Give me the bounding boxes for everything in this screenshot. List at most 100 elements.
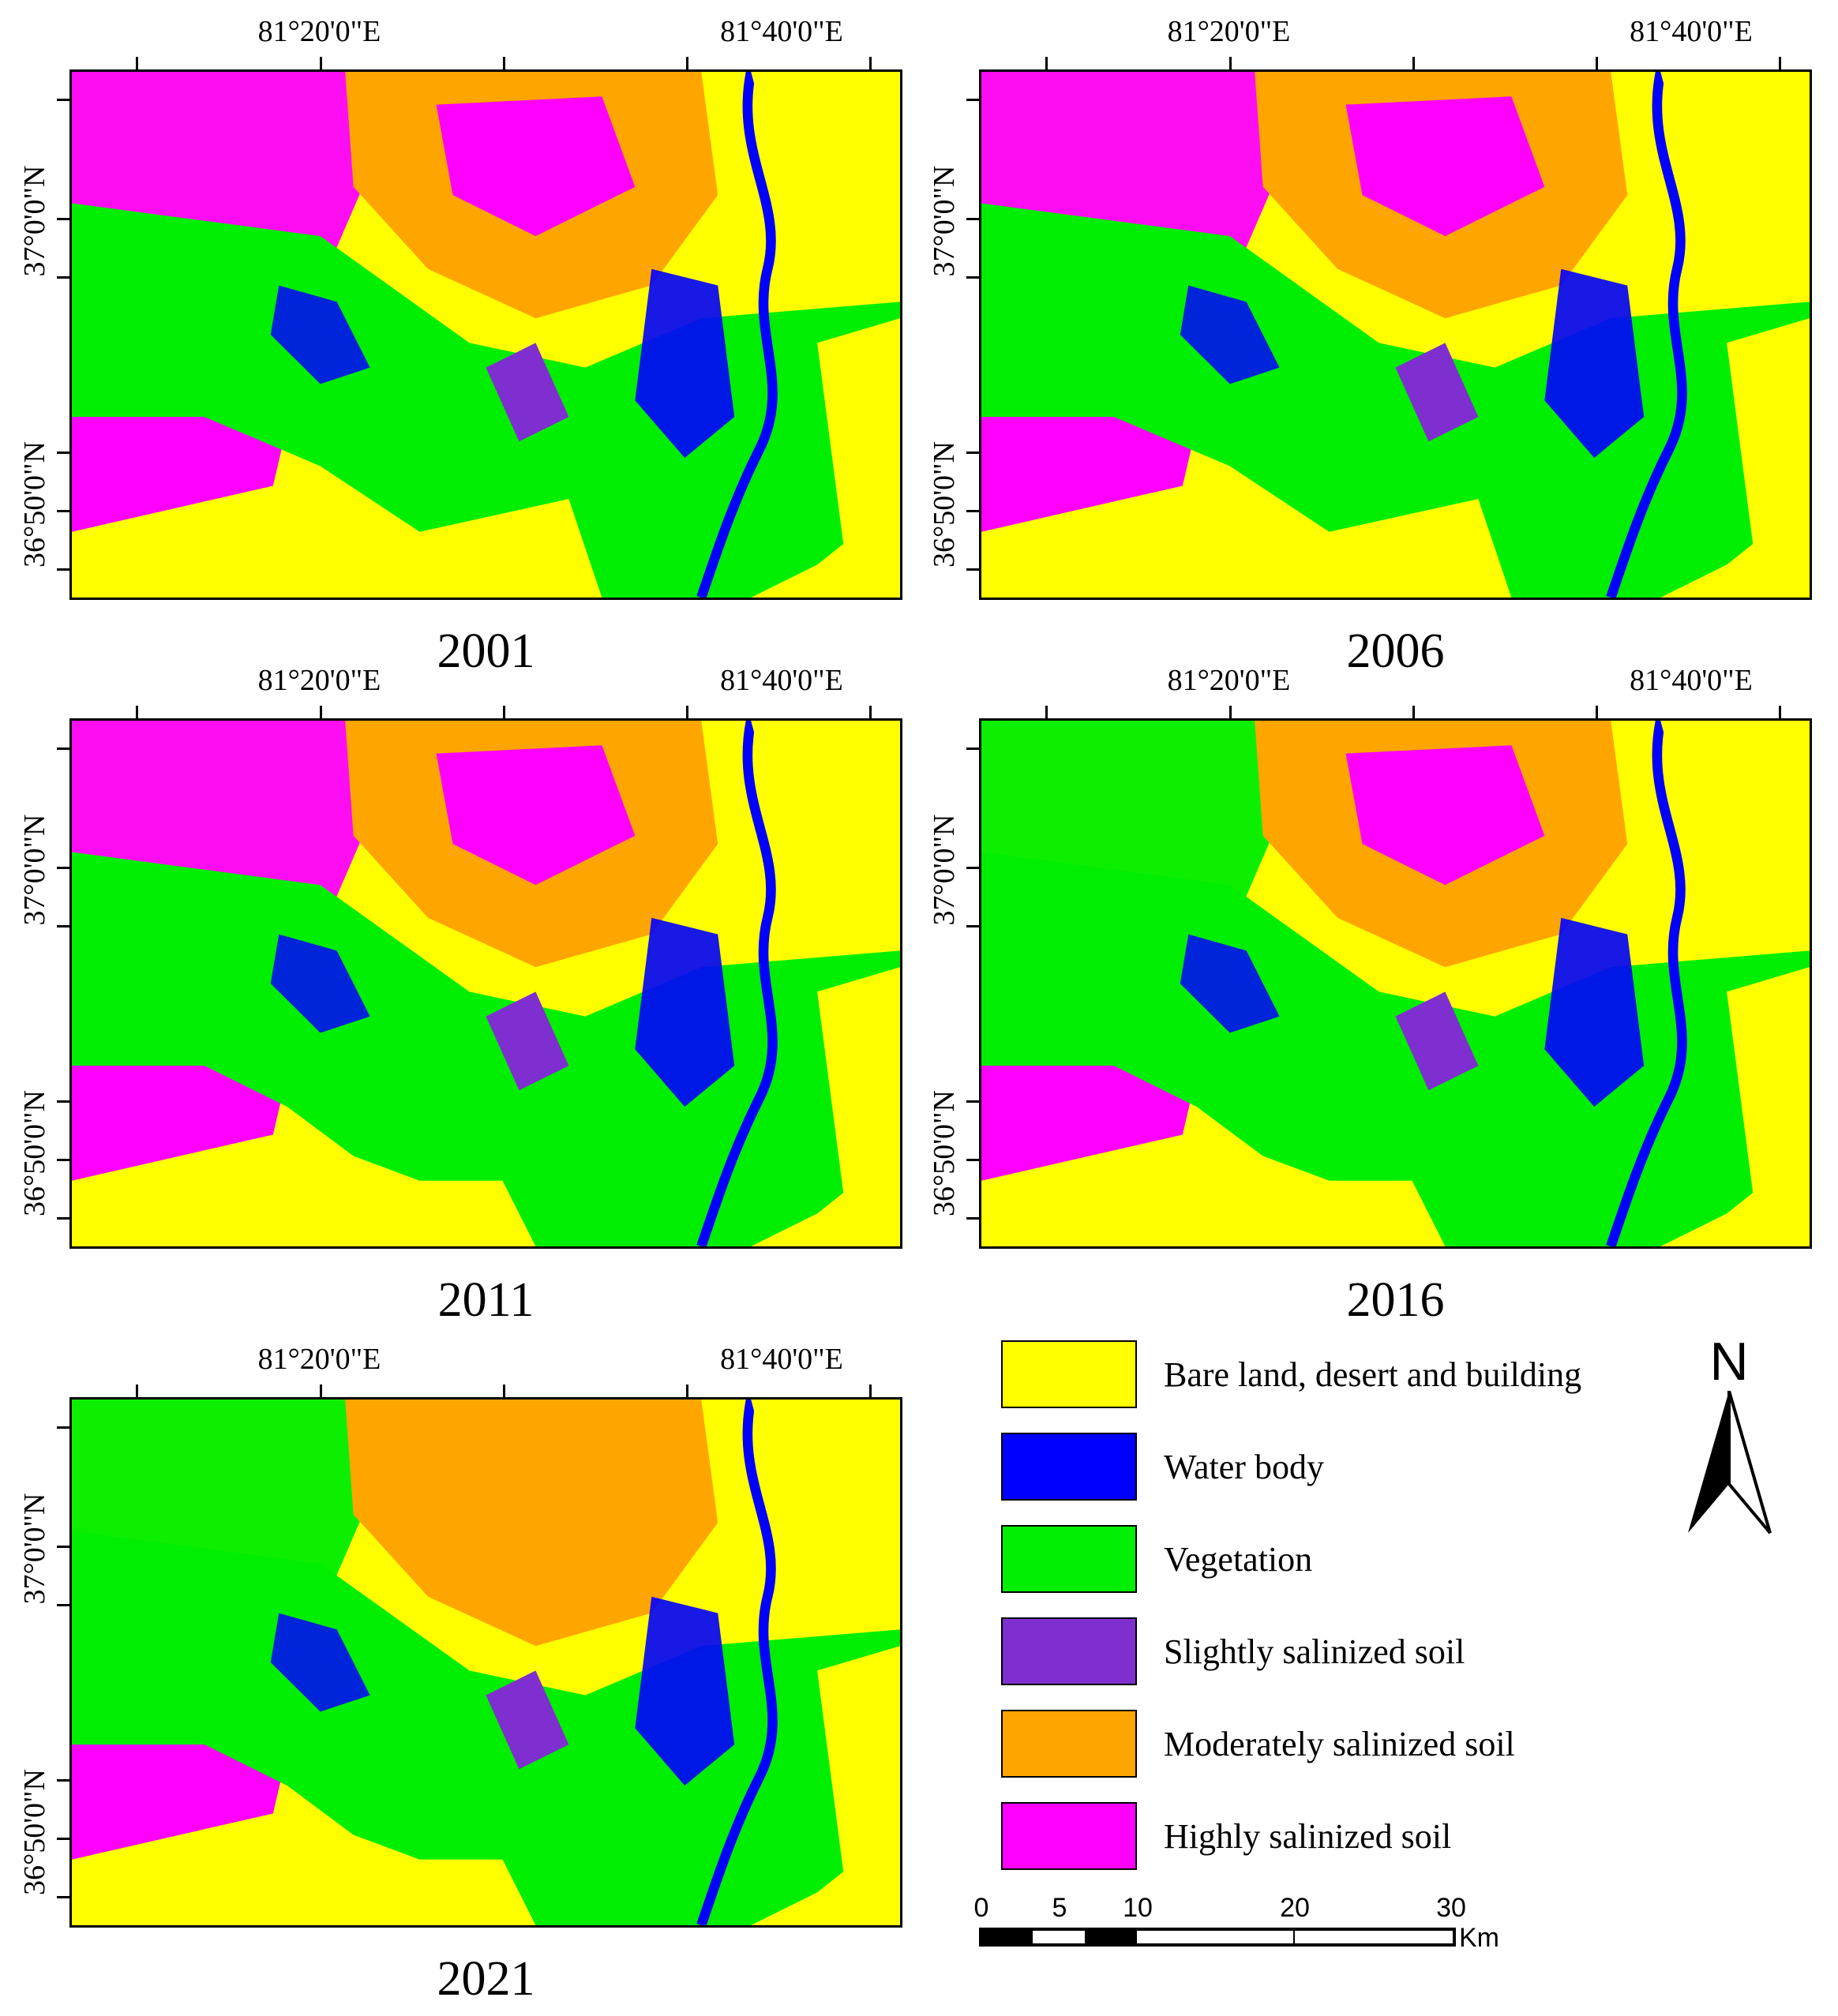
- year-label: 2001: [437, 624, 535, 678]
- lat-tick: [966, 867, 979, 870]
- lon-tick: [1228, 706, 1232, 718]
- lon-tick: [319, 1385, 322, 1397]
- lon-tick: [1045, 706, 1048, 718]
- lat-tick: [57, 747, 69, 750]
- lat-tick: [966, 451, 979, 454]
- lon-tick: [319, 57, 322, 69]
- north-arrow: N: [1682, 1334, 1776, 1539]
- lat-label: 36°50'0"N: [18, 441, 51, 568]
- legend-swatch: [1001, 1710, 1137, 1778]
- lat-tick: [966, 1216, 979, 1220]
- lat-label: 37°0'0"N: [18, 1493, 51, 1605]
- lat-label: 36°50'0"N: [928, 1090, 961, 1217]
- year-label: 2021: [437, 1952, 535, 2006]
- lon-label: 81°20'0"E: [1167, 15, 1291, 48]
- lon-tick: [685, 57, 688, 69]
- lon-tick: [319, 706, 322, 718]
- north-arrow-icon: [1688, 1391, 1772, 1534]
- lat-tick: [57, 1778, 69, 1782]
- lon-label: 81°40'0"E: [1630, 15, 1753, 48]
- legend-swatch: [1001, 1617, 1137, 1685]
- scale-label-5: 5: [1052, 1893, 1067, 1923]
- land-cover-map: [69, 718, 902, 1249]
- legend-label: Slightly salinized soil: [1164, 1632, 1465, 1671]
- lon-label: 81°40'0"E: [1630, 664, 1753, 697]
- lat-tick: [57, 451, 69, 454]
- lon-tick: [1595, 706, 1598, 718]
- lon-tick: [868, 57, 872, 69]
- legend-label: Vegetation: [1164, 1540, 1313, 1579]
- lon-label: 81°20'0"E: [257, 15, 381, 48]
- lon-tick: [1045, 57, 1048, 69]
- lon-label: 81°20'0"E: [1167, 664, 1291, 697]
- lat-label: 37°0'0"N: [18, 814, 51, 926]
- lon-label: 81°20'0"E: [257, 664, 381, 697]
- lat-tick: [57, 1895, 69, 1898]
- lon-tick: [868, 1385, 872, 1397]
- legend-swatch: [1001, 1433, 1137, 1501]
- land-cover-map: [69, 1397, 902, 1928]
- lat-tick: [57, 1426, 69, 1429]
- lat-label: 36°50'0"N: [928, 441, 961, 568]
- legend-label: Moderately salinized soil: [1164, 1725, 1515, 1763]
- legend-label: Bare land, desert and building: [1164, 1355, 1582, 1394]
- lat-label: 37°0'0"N: [928, 814, 961, 926]
- lat-tick: [57, 925, 69, 928]
- lat-tick: [57, 98, 69, 101]
- legend-swatch: [1001, 1525, 1137, 1593]
- lat-tick: [57, 509, 69, 512]
- scale-label-20: 20: [1280, 1893, 1310, 1923]
- legend-label: Water body: [1164, 1448, 1324, 1486]
- lat-label: 36°50'0"N: [18, 1769, 51, 1896]
- lat-tick: [57, 1100, 69, 1103]
- legend-swatch: [1001, 1340, 1137, 1408]
- year-label: 2016: [1346, 1273, 1445, 1327]
- lat-tick: [57, 1546, 69, 1549]
- lon-tick: [685, 1385, 688, 1397]
- scale-bar-graphic: [979, 1928, 1456, 1947]
- scale-label-30: 30: [1436, 1893, 1466, 1923]
- lon-tick: [1412, 706, 1415, 718]
- year-label: 2006: [1346, 624, 1445, 678]
- scale-label-0: 0: [973, 1893, 989, 1923]
- lon-tick: [136, 1385, 139, 1397]
- lon-label: 81°40'0"E: [720, 664, 843, 697]
- lat-tick: [966, 98, 979, 101]
- lat-tick: [966, 276, 979, 279]
- scale-label-10: 10: [1123, 1893, 1153, 1923]
- lon-tick: [1778, 57, 1781, 69]
- year-label: 2011: [437, 1273, 535, 1327]
- lat-tick: [57, 1216, 69, 1220]
- lat-tick: [57, 1158, 69, 1161]
- lon-tick: [136, 706, 139, 718]
- lon-label: 81°20'0"E: [257, 1343, 381, 1376]
- land-cover-map: [979, 69, 1812, 600]
- lon-tick: [868, 706, 872, 718]
- lat-tick: [966, 747, 979, 750]
- lon-tick: [1778, 706, 1781, 718]
- land-cover-map: [979, 718, 1812, 1249]
- lat-tick: [57, 1604, 69, 1607]
- lat-tick: [57, 867, 69, 870]
- lat-tick: [57, 568, 69, 571]
- lat-label: 37°0'0"N: [928, 165, 961, 277]
- lon-label: 81°40'0"E: [720, 15, 843, 48]
- lon-tick: [502, 1385, 505, 1397]
- lat-tick: [966, 1158, 979, 1161]
- lat-tick: [966, 218, 979, 221]
- lat-tick: [966, 568, 979, 571]
- land-cover-map: [69, 69, 902, 600]
- scale-unit: Km: [1459, 1923, 1499, 1953]
- lat-label: 37°0'0"N: [18, 165, 51, 277]
- lon-tick: [502, 706, 505, 718]
- lon-tick: [685, 706, 688, 718]
- lat-label: 36°50'0"N: [18, 1090, 51, 1217]
- lat-tick: [57, 218, 69, 221]
- lat-tick: [966, 1100, 979, 1103]
- north-label: N: [1709, 1332, 1749, 1392]
- lon-tick: [1595, 57, 1598, 69]
- lon-tick: [502, 57, 505, 69]
- lat-tick: [966, 509, 979, 512]
- lat-tick: [966, 925, 979, 928]
- lat-tick: [57, 276, 69, 279]
